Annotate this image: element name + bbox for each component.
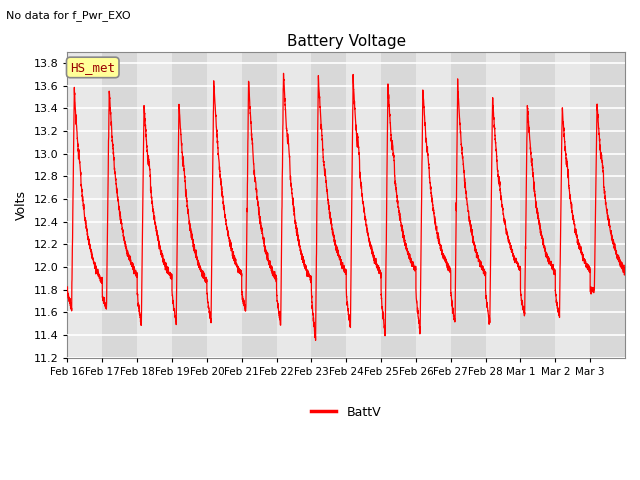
- Bar: [590, 52, 625, 358]
- Legend: BattV: BattV: [307, 401, 386, 424]
- Bar: [137, 52, 172, 358]
- Bar: [451, 52, 486, 358]
- Bar: [67, 52, 102, 358]
- Bar: [416, 52, 451, 358]
- Bar: [312, 52, 346, 358]
- Bar: [276, 52, 312, 358]
- Bar: [102, 52, 137, 358]
- Text: HS_met: HS_met: [70, 61, 115, 74]
- Bar: [346, 52, 381, 358]
- Bar: [381, 52, 416, 358]
- Y-axis label: Volts: Volts: [15, 190, 28, 220]
- Bar: [556, 52, 590, 358]
- Bar: [486, 52, 520, 358]
- Bar: [172, 52, 207, 358]
- Title: Battery Voltage: Battery Voltage: [287, 34, 406, 49]
- Bar: [520, 52, 556, 358]
- Bar: [207, 52, 242, 358]
- Bar: [242, 52, 276, 358]
- Text: No data for f_Pwr_EXO: No data for f_Pwr_EXO: [6, 10, 131, 21]
